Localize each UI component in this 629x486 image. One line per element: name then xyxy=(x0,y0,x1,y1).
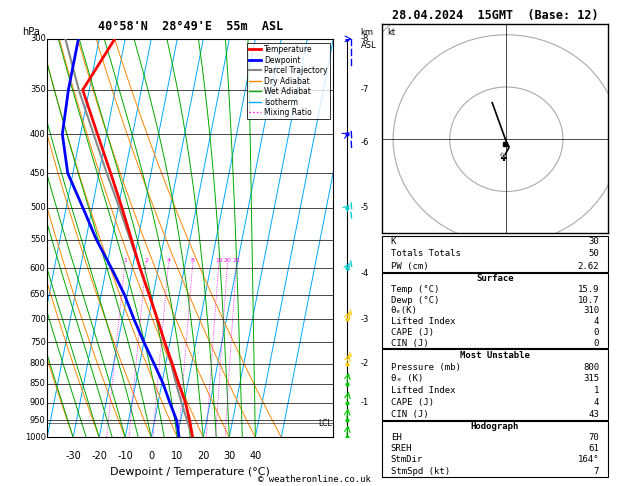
Text: 750: 750 xyxy=(30,338,46,347)
Text: 310: 310 xyxy=(583,306,599,315)
Text: 300: 300 xyxy=(30,35,46,43)
Text: 600: 600 xyxy=(30,264,46,273)
Text: 0: 0 xyxy=(148,451,154,461)
Text: 20: 20 xyxy=(197,451,209,461)
Text: -8: -8 xyxy=(360,35,369,43)
Text: CIN (J): CIN (J) xyxy=(391,339,428,347)
Text: 4: 4 xyxy=(594,398,599,407)
Text: Lifted Index: Lifted Index xyxy=(391,386,455,395)
Text: -2: -2 xyxy=(360,359,369,368)
Text: 30: 30 xyxy=(223,451,235,461)
Text: EH: EH xyxy=(391,433,401,442)
Text: 700: 700 xyxy=(30,315,46,324)
Text: 8: 8 xyxy=(191,258,195,263)
Text: 16: 16 xyxy=(215,258,223,263)
Text: 450: 450 xyxy=(30,169,46,177)
Text: 550: 550 xyxy=(30,235,46,244)
Text: ASL: ASL xyxy=(360,41,376,50)
Text: km: km xyxy=(360,28,374,37)
FancyBboxPatch shape xyxy=(382,349,608,420)
Text: 164°: 164° xyxy=(577,455,599,465)
Text: SREH: SREH xyxy=(391,444,413,453)
Text: Temp (°C): Temp (°C) xyxy=(391,285,439,294)
Text: 650: 650 xyxy=(30,290,46,299)
Text: -20: -20 xyxy=(91,451,107,461)
Text: K: K xyxy=(391,237,396,246)
Text: 7: 7 xyxy=(594,467,599,476)
Text: CAPE (J): CAPE (J) xyxy=(391,328,434,337)
Text: Hodograph: Hodograph xyxy=(471,422,519,431)
Text: StmSpd (kt): StmSpd (kt) xyxy=(391,467,450,476)
FancyBboxPatch shape xyxy=(382,421,608,477)
Text: 61: 61 xyxy=(589,444,599,453)
Text: 70: 70 xyxy=(589,433,599,442)
Text: -6: -6 xyxy=(360,138,369,147)
Text: -5: -5 xyxy=(360,204,369,212)
Text: 315: 315 xyxy=(583,374,599,383)
Text: -30: -30 xyxy=(65,451,81,461)
Text: 1: 1 xyxy=(123,258,127,263)
Text: 10.7: 10.7 xyxy=(577,295,599,305)
Text: 2: 2 xyxy=(144,258,148,263)
Text: 350: 350 xyxy=(30,86,46,94)
Legend: Temperature, Dewpoint, Parcel Trajectory, Dry Adiabat, Wet Adiabat, Isotherm, Mi: Temperature, Dewpoint, Parcel Trajectory… xyxy=(247,43,330,120)
Text: kt: kt xyxy=(387,28,396,37)
Text: © weatheronline.co.uk: © weatheronline.co.uk xyxy=(258,474,371,484)
Text: Totals Totals: Totals Totals xyxy=(391,249,460,259)
Text: 950: 950 xyxy=(30,416,46,425)
Text: 0: 0 xyxy=(594,328,599,337)
Text: 28.04.2024  15GMT  (Base: 12): 28.04.2024 15GMT (Base: 12) xyxy=(392,9,598,22)
Text: -3: -3 xyxy=(360,315,369,324)
Text: 15.9: 15.9 xyxy=(577,285,599,294)
Text: 0: 0 xyxy=(594,339,599,347)
Text: Pressure (mb): Pressure (mb) xyxy=(391,363,460,372)
Text: CAPE (J): CAPE (J) xyxy=(391,398,434,407)
Text: -10: -10 xyxy=(118,451,133,461)
Text: Dewp (°C): Dewp (°C) xyxy=(391,295,439,305)
Text: 400: 400 xyxy=(30,130,46,139)
Text: 4: 4 xyxy=(167,258,170,263)
Text: PW (cm): PW (cm) xyxy=(391,261,428,271)
Text: LCL: LCL xyxy=(318,419,332,428)
Text: 50: 50 xyxy=(589,249,599,259)
Text: 40°58'N  28°49'E  55m  ASL: 40°58'N 28°49'E 55m ASL xyxy=(97,20,283,33)
Text: CIN (J): CIN (J) xyxy=(391,410,428,418)
Text: Lifted Index: Lifted Index xyxy=(391,317,455,326)
Text: 30: 30 xyxy=(589,237,599,246)
Text: 800: 800 xyxy=(30,359,46,368)
Text: 900: 900 xyxy=(30,398,46,407)
Text: StmDir: StmDir xyxy=(391,455,423,465)
Text: 500: 500 xyxy=(30,204,46,212)
Text: 800: 800 xyxy=(583,363,599,372)
Text: 25: 25 xyxy=(233,258,240,263)
Text: 43: 43 xyxy=(589,410,599,418)
Text: Surface: Surface xyxy=(476,274,514,283)
Text: 1000: 1000 xyxy=(25,433,46,442)
Text: 10: 10 xyxy=(171,451,184,461)
Text: 2.62: 2.62 xyxy=(577,261,599,271)
Text: hPa: hPa xyxy=(23,27,40,37)
Text: 1: 1 xyxy=(594,386,599,395)
Text: 850: 850 xyxy=(30,379,46,388)
Text: 40: 40 xyxy=(249,451,262,461)
Text: -4: -4 xyxy=(360,269,369,278)
Text: 4: 4 xyxy=(594,317,599,326)
Text: Most Unstable: Most Unstable xyxy=(460,351,530,360)
Text: θₑ(K): θₑ(K) xyxy=(391,306,418,315)
Text: Dewpoint / Temperature (°C): Dewpoint / Temperature (°C) xyxy=(110,468,270,477)
Text: θₑ (K): θₑ (K) xyxy=(391,374,423,383)
Text: 20: 20 xyxy=(224,258,231,263)
FancyBboxPatch shape xyxy=(382,273,608,348)
Text: -1: -1 xyxy=(360,398,369,407)
FancyBboxPatch shape xyxy=(382,236,608,272)
Text: -7: -7 xyxy=(360,86,369,94)
